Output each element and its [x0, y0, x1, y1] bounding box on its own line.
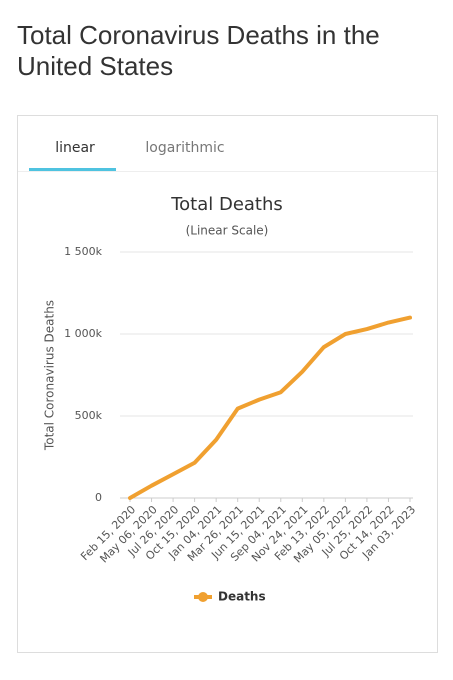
chart-subtitle: (Linear Scale) [186, 224, 269, 238]
tab-logarithmic[interactable]: logarithmic [145, 140, 224, 156]
y-tick-label: 500k [75, 409, 103, 422]
card-border [17, 115, 438, 653]
chart-title: Total Deaths [170, 194, 283, 215]
y-tick-label: 0 [95, 491, 102, 504]
y-tick-label: 1 000k [64, 327, 102, 340]
legend-label: Deaths [218, 590, 266, 604]
tab-linear[interactable]: linear [55, 140, 95, 156]
legend-swatch-dot [198, 592, 208, 602]
tab-underline [29, 168, 116, 171]
y-tick-label: 1 500k [64, 245, 102, 258]
data-line [128, 315, 412, 500]
page-title: Total Coronavirus Deaths in the United S… [17, 20, 380, 81]
y-axis-label: Total Coronavirus Deaths [43, 300, 57, 451]
